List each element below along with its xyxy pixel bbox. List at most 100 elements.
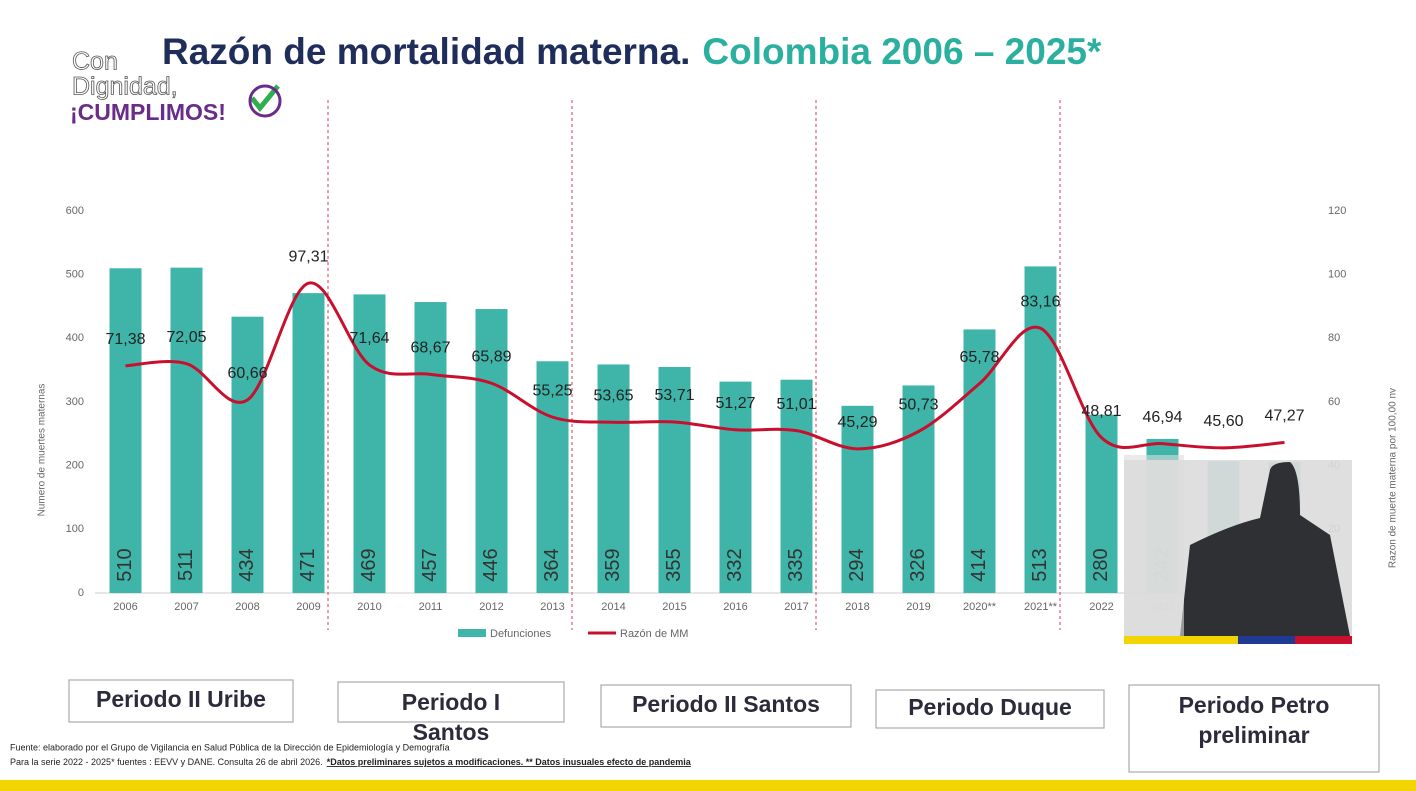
bar-value-label: 359 [602,548,624,581]
line-value-label: 50,73 [898,397,938,414]
period-label: Periodo Petro preliminar [1179,692,1330,748]
x-tick-label: 2015 [662,601,686,613]
y-tick-label: 400 [66,332,84,344]
legend-swatch [458,629,486,637]
period-label: Periodo I Santos [402,689,500,745]
y-tick-label: 0 [78,587,84,599]
bar-value-label: 364 [541,548,563,581]
x-tick-label: 2020** [963,601,997,613]
line-value-label: 60,66 [227,365,267,382]
line-value-label: 46,94 [1142,409,1182,426]
logo-line: Con [72,48,118,76]
title-main: Razón de mortalidad materna. [162,31,690,72]
line-value-label: 47,27 [1264,408,1304,425]
footnote: Fuente: elaborado por el Grupo de Vigila… [10,742,450,752]
x-tick-label: 2008 [235,601,259,613]
bar-value-label: 332 [724,548,746,581]
logo-check [250,84,280,112]
bar-value-label: 510 [114,548,136,581]
y-tick-label: 600 [66,205,84,217]
line-value-label: 97,31 [288,248,328,265]
line-value-label: 71,38 [105,331,145,348]
bar-value-label: 457 [419,548,441,581]
footnote-note: *Datos preliminares sujetos a modificaci… [327,757,692,767]
y2-tick-label: 120 [1328,205,1346,217]
logo: Con Dignidad, ¡CUMPLIMOS! [70,47,282,125]
x-tick-label: 2016 [723,601,747,613]
line-value-label: 72,05 [166,329,206,346]
line-value-label: 45,29 [837,414,877,431]
y2-tick-label: 80 [1328,332,1340,344]
period-label-line: Santos [413,719,490,745]
bar [475,309,508,593]
bar-value-label: 469 [358,548,380,581]
line-value-label: 55,25 [532,382,572,399]
bar [109,268,142,593]
x-tick-label: 2010 [357,601,381,613]
period-box [337,681,565,723]
line-value-label: 51,27 [715,395,755,412]
bar [1024,266,1057,593]
line-value-label: 71,64 [349,330,389,347]
bar-value-label: 471 [297,548,319,581]
footnote: Para la serie 2022 - 2025* fuentes : EEV… [10,757,692,767]
x-tick-label: 2022 [1089,601,1113,613]
period-label: Periodo II Uribe [96,686,266,712]
x-tick-label: 2006 [113,601,137,613]
period-box [600,684,852,728]
line-value-label: 45,60 [1203,413,1243,430]
title-highlight: Colombia 2006 – 2025* [702,31,1102,72]
period-label-line: Periodo Petro [1179,692,1330,718]
bar-value-label: 280 [1090,548,1112,581]
line-value-label: 65,78 [959,349,999,366]
video-stripe [1238,636,1295,644]
x-tick-label: 2012 [479,601,503,613]
line-value-label: 51,01 [776,396,816,413]
x-tick-label: 2019 [906,601,930,613]
x-tick-label: 2017 [784,601,808,613]
period-label: Periodo Duque [908,694,1072,720]
period-box [1128,684,1380,773]
x-tick-label: 2018 [845,601,869,613]
bar-value-label: 335 [785,548,807,581]
legend-label: Defunciones [490,628,552,640]
bar [170,267,203,593]
x-tick-label: 2007 [174,601,198,613]
period-box [68,679,294,723]
y-tick-label: 100 [66,523,84,535]
bar-value-label: 326 [907,548,929,581]
bar [536,361,569,593]
y-tick-label: 500 [66,269,84,281]
title: Razón de mortalidad materna. Colombia 200… [162,31,1102,72]
bar [658,366,691,593]
bar-value-label: 355 [663,548,685,581]
line-value-label: 83,16 [1020,293,1060,310]
video-stripe [1124,636,1238,644]
y2-tick-label: 100 [1328,269,1346,281]
bar [414,302,447,593]
legend-label: Razón de MM [620,628,688,640]
video-stripe [1295,636,1352,644]
bar-value-label: 294 [846,548,868,581]
y-axis-title: Numero de muertes maternas [37,384,48,517]
bar [292,293,325,593]
period-label: Periodo II Santos [632,691,820,717]
y2-tick-label: 60 [1328,396,1340,408]
bar [353,294,386,593]
y2-axis-title: Razon de muerte materna por 100,00 nv [1388,388,1399,568]
bar [841,405,874,593]
x-tick-label: 2013 [540,601,564,613]
logo-circle [248,84,282,118]
bar [597,364,630,593]
bar-value-label: 434 [236,548,258,581]
line-value-label: 68,67 [410,340,450,357]
video-cover [1124,455,1184,636]
x-tick-label: 2014 [601,601,625,613]
bar [780,379,813,593]
x-tick-label: 2011 [419,601,443,613]
period-label-line: preliminar [1198,722,1309,748]
interpreter [1180,462,1350,636]
logo-line: ¡CUMPLIMOS! [70,99,226,125]
bar-value-label: 414 [968,548,990,581]
